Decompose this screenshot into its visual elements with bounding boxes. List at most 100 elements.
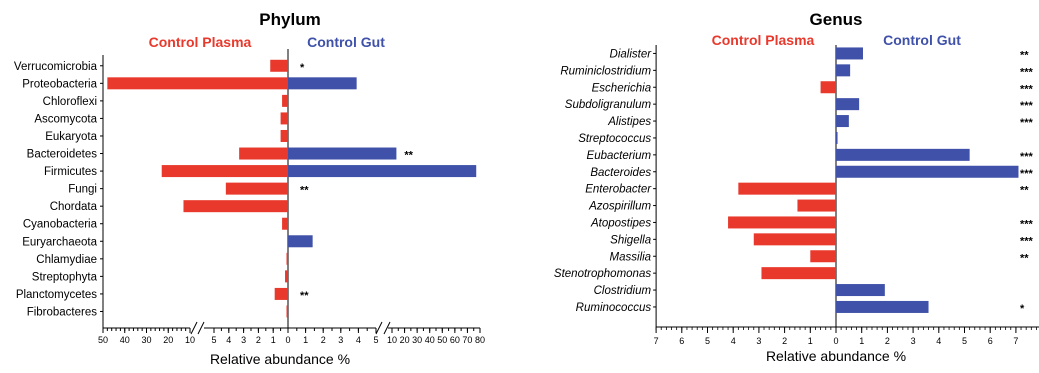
phylum-x-tick-label: 50 <box>98 335 108 345</box>
phylum-category-label: Firmicutes <box>44 166 97 178</box>
phylum-gut-bar <box>288 165 477 178</box>
genus-category-label: Clostridium <box>594 285 652 297</box>
genus-gut-bar <box>836 64 851 77</box>
phylum-x-tick-label: 20 <box>400 335 410 345</box>
genus-significance-marker: ** <box>1020 49 1029 61</box>
phylum-plasma-bar <box>225 182 288 195</box>
phylum-x-tick-label: 70 <box>462 335 472 345</box>
genus-category-label: Massilia <box>610 251 652 263</box>
genus-x-tick-label: 4 <box>731 336 736 346</box>
genus-significance-marker: *** <box>1020 218 1034 230</box>
phylum-significance-marker: ** <box>300 290 309 302</box>
genus-category-label: Ruminococcus <box>576 302 652 314</box>
genus-title: Genus <box>810 10 863 29</box>
genus-x-tick-label: 5 <box>705 336 710 346</box>
phylum-x-tick-label: 5 <box>211 335 216 345</box>
genus-x-tick-label: 2 <box>782 336 787 346</box>
phylum-category-label: Bacteroidetes <box>27 149 98 161</box>
phylum-x-tick-label: 5 <box>373 335 378 345</box>
phylum-panel: Phylum Control Plasma Control Gut Relati… <box>14 10 485 367</box>
phylum-category-label: Verrucomicrobia <box>14 61 98 73</box>
genus-x-tick-label: 1 <box>859 336 864 346</box>
genus-plasma-bar <box>753 233 836 246</box>
phylum-x-tick-label: 0 <box>285 335 290 345</box>
genus-gut-bar <box>836 284 885 297</box>
phylum-left-label: Control Plasma <box>149 34 252 50</box>
phylum-gut-bar <box>288 147 397 160</box>
genus-x-tick-label: 3 <box>756 336 761 346</box>
genus-x-tick-label: 6 <box>679 336 684 346</box>
phylum-gut-bar <box>288 235 313 248</box>
genus-significance-marker: *** <box>1020 117 1034 129</box>
genus-x-tick-label: 6 <box>988 336 993 346</box>
phylum-x-tick-label: 3 <box>241 335 246 345</box>
phylum-significance-marker: ** <box>300 185 309 197</box>
genus-x-tick-label: 2 <box>885 336 890 346</box>
phylum-category-label: Planctomycetes <box>16 289 97 301</box>
genus-gut-bar <box>836 300 929 313</box>
phylum-plasma-bar <box>239 147 288 160</box>
phylum-right-label: Control Gut <box>307 34 385 50</box>
genus-category-label: Bacteroides <box>590 167 651 179</box>
genus-plasma-bar <box>797 199 836 212</box>
phylum-plasma-bar <box>282 94 288 107</box>
phylum-category-label: Cyanobacteria <box>23 219 98 231</box>
phylum-plasma-bar <box>183 200 288 213</box>
genus-category-label: Enterobacter <box>585 184 652 196</box>
phylum-x-tick-label: 30 <box>141 335 151 345</box>
phylum-x-tick-label: 50 <box>437 335 447 345</box>
phylum-plasma-bar <box>286 305 289 318</box>
phylum-plasma-bar <box>282 217 288 230</box>
phylum-title: Phylum <box>259 10 320 29</box>
phylum-significance-marker: * <box>300 62 305 74</box>
phylum-significance-marker: ** <box>404 150 413 162</box>
phylum-category-label: Fibrobacteres <box>27 306 98 318</box>
phylum-x-tick-label: 10 <box>185 335 195 345</box>
phylum-plasma-bar <box>107 77 288 90</box>
genus-significance-marker: ** <box>1020 252 1029 264</box>
genus-x-tick-label: 3 <box>911 336 916 346</box>
genus-significance-marker: * <box>1020 303 1025 315</box>
genus-significance-marker: *** <box>1020 151 1034 163</box>
genus-significance-marker: ** <box>1020 185 1029 197</box>
genus-x-tick-label: 7 <box>1013 336 1018 346</box>
genus-category-label: Streptococcus <box>578 133 651 145</box>
phylum-category-label: Eukaryota <box>45 131 97 143</box>
phylum-plasma-bar <box>280 112 288 125</box>
genus-plasma-bar <box>738 182 836 195</box>
phylum-category-label: Proteobacteria <box>22 78 97 90</box>
genus-x-tick-label: 5 <box>962 336 967 346</box>
phylum-x-tick-label: 2 <box>321 335 326 345</box>
genus-gut-bar <box>836 47 863 60</box>
genus-plasma-bar <box>728 216 836 229</box>
phylum-plasma-bar <box>274 287 288 300</box>
phylum-plasma-bar <box>161 165 288 178</box>
phylum-x-tick-label: 4 <box>226 335 231 345</box>
phylum-x-axis-label: Relative abundance % <box>210 351 350 367</box>
phylum-axis-break <box>375 321 383 335</box>
genus-gut-bar <box>836 131 838 144</box>
genus-x-tick-label: 4 <box>936 336 941 346</box>
genus-gut-bar <box>836 98 860 111</box>
genus-category-label: Escherichia <box>592 82 651 94</box>
genus-x-tick-label: 7 <box>654 336 659 346</box>
phylum-category-label: Fungi <box>68 184 97 196</box>
phylum-x-tick-label: 60 <box>450 335 460 345</box>
genus-category-label: Atopostipes <box>590 217 651 229</box>
genus-significance-marker: *** <box>1020 168 1034 180</box>
phylum-plasma-bar <box>285 270 288 283</box>
genus-gut-bar <box>836 115 849 128</box>
phylum-gut-bar <box>288 77 357 90</box>
genus-category-label: Subdoligranulum <box>565 99 652 111</box>
genus-category-label: Eubacterium <box>587 150 652 162</box>
genus-x-tick-label: 0 <box>833 336 838 346</box>
phylum-x-tick-label: 80 <box>475 335 485 345</box>
phylum-x-tick-label: 40 <box>425 335 435 345</box>
phylum-x-tick-label: 2 <box>256 335 261 345</box>
phylum-x-tick-label: 4 <box>356 335 361 345</box>
genus-significance-marker: *** <box>1020 100 1034 112</box>
genus-category-label: Shigella <box>610 234 651 246</box>
genus-right-label: Control Gut <box>883 32 961 48</box>
phylum-x-tick-label: 40 <box>120 335 130 345</box>
